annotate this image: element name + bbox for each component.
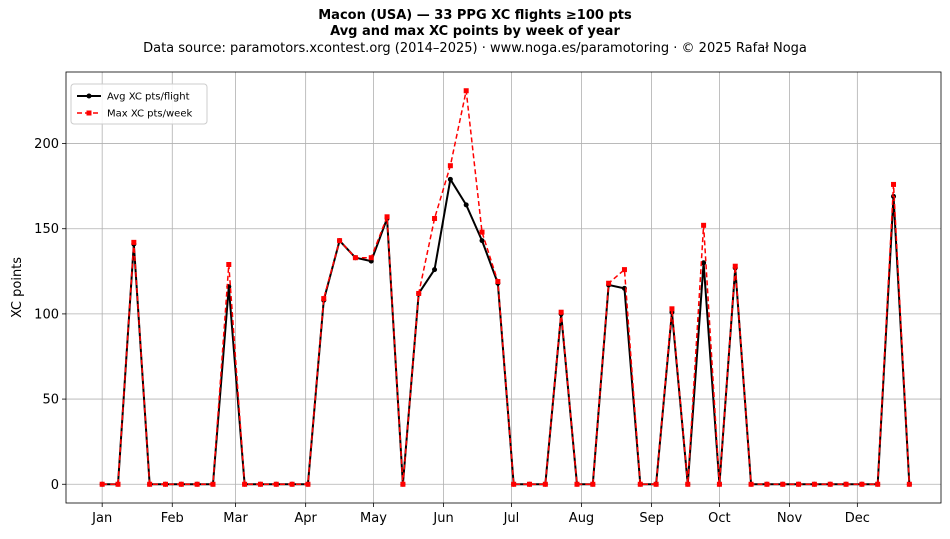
max-point [732,263,738,269]
max-point [162,481,168,487]
max-point [685,481,691,487]
max-point [748,481,754,487]
max-point [495,279,501,285]
max-point [621,267,627,273]
legend-label: Max XC pts/week [107,109,192,120]
max-point [511,481,517,487]
grid-layer [66,72,941,503]
avg-point [479,238,485,244]
legend-marker [86,93,92,99]
max-point [891,181,897,187]
max-point [796,481,802,487]
avg-point [701,260,707,266]
x-tick-label: Jul [503,511,520,526]
max-point [384,214,390,220]
max-point [210,481,216,487]
max-point [178,481,184,487]
max-point [558,309,564,315]
max-point [637,481,643,487]
max-point [669,306,675,312]
max-point [305,481,311,487]
max-point [289,481,295,487]
avg-point [463,202,469,208]
max-series-line [102,89,911,486]
x-tick-label: Nov [777,511,803,526]
y-axis-label: XC points [10,257,25,318]
series-layer [99,88,912,487]
y-tick-label: 0 [51,478,59,493]
max-point [352,255,358,261]
max-point [242,481,248,487]
x-tick-label: Sep [639,511,664,526]
legend-box [70,83,208,125]
max-point [701,222,707,228]
max-point [226,262,232,268]
avg-point [447,176,453,182]
x-tick-label: Aug [569,511,594,526]
max-point [827,481,833,487]
x-tick-label: Jan [91,511,112,526]
plot-frame [65,71,942,504]
chart-subtitle: Avg and max XC points by week of year [330,24,620,39]
max-point [463,88,469,94]
legend: Avg XC pts/flight Max XC pts/week [70,83,208,125]
max-point [811,481,817,487]
max-point [716,481,722,487]
y-tick-label: 200 [34,137,59,152]
x-tick-label: Oct [708,511,730,526]
chart-title-block: Macon (USA) — 33 PPG XC flights ≥100 pts… [0,8,950,58]
max-point [859,481,865,487]
max-point [400,481,406,487]
max-point [590,481,596,487]
y-tick-label: 150 [34,222,59,237]
max-point [764,481,770,487]
max-point [147,481,153,487]
max-point [653,481,659,487]
y-tick-label: 100 [34,307,59,322]
legend-marker [86,110,92,116]
max-point [906,481,912,487]
data-source-note: Data source: paramotors.xcontest.org (20… [143,41,807,56]
max-point [194,481,200,487]
max-point [99,481,105,487]
max-point [131,239,137,245]
max-point [257,481,263,487]
max-point [542,481,548,487]
chart-title: Macon (USA) — 33 PPG XC flights ≥100 pts [318,8,632,23]
max-point [115,481,121,487]
max-point [368,255,374,261]
max-point [606,280,612,286]
max-point [527,481,533,487]
legend-label: Avg XC pts/flight [107,92,190,103]
x-tick-label: Dec [845,511,870,526]
max-point [780,481,786,487]
x-tick-label: Feb [161,511,184,526]
max-point [432,216,438,222]
x-tick-label: Apr [294,511,317,526]
max-point [273,481,279,487]
max-point [479,229,485,235]
max-point [337,238,343,244]
max-point [447,163,453,169]
max-point [574,481,580,487]
x-tick-label: May [360,511,387,526]
x-tick-label: Mar [223,511,248,526]
y-tick-label: 50 [42,393,59,408]
avg-point [432,267,438,273]
x-tick-label: Jun [432,511,453,526]
axis-layer: Jan Feb Mar Apr May Jun Jul Aug Sep Oct Nov Dec 0 50 1… [10,71,942,526]
max-point [875,481,881,487]
max-point [321,296,327,302]
max-point [843,481,849,487]
max-point [416,290,422,296]
